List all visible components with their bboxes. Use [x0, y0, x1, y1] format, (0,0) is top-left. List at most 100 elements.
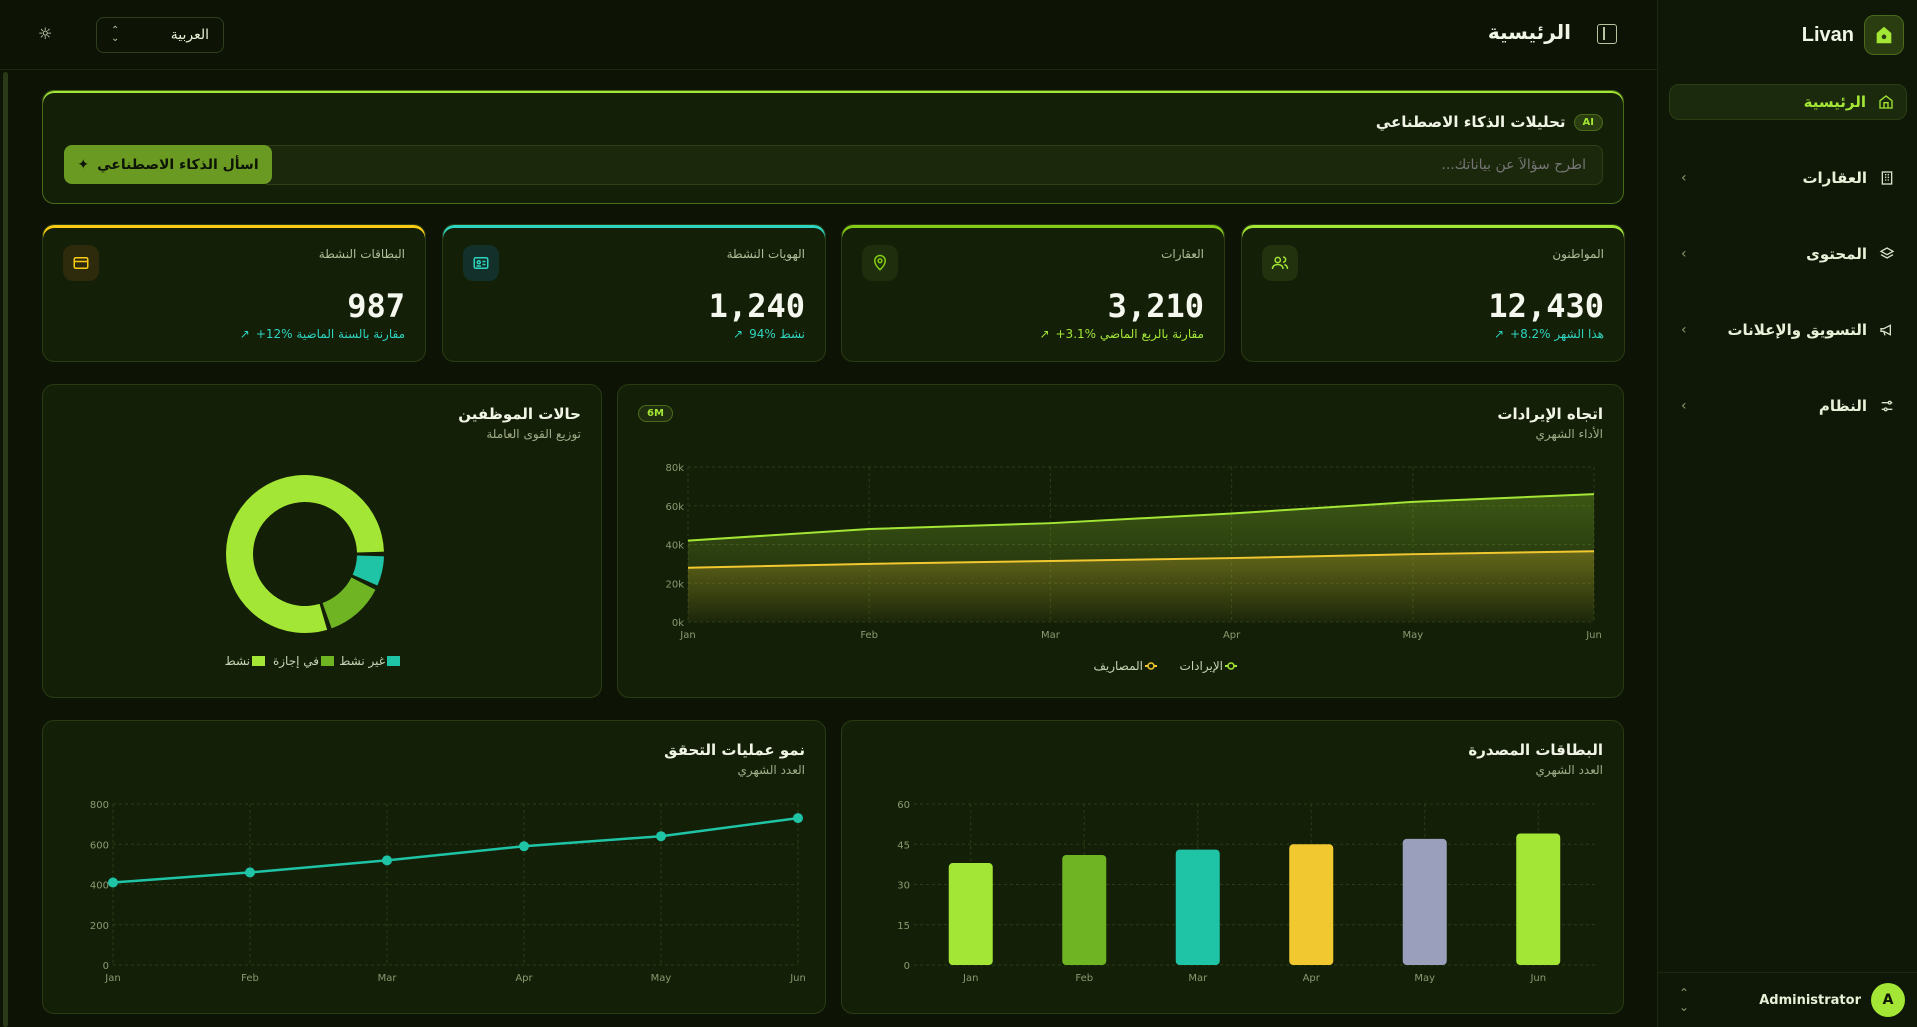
ai-question-input[interactable]	[261, 145, 1603, 185]
chevron-updown-icon: ⌃ ⌄	[1679, 986, 1690, 1014]
revenue-ytick: 40k	[665, 541, 684, 552]
page-title: الرئيسية	[1487, 20, 1571, 44]
cards-xtick: Feb	[1075, 973, 1093, 984]
sidebar-item-label: التسويق والإعلانات	[1727, 321, 1867, 339]
verif-xtick: Mar	[378, 973, 398, 984]
revenue-line-1	[687, 550, 1595, 569]
verifications-line-chart: 0 200 400 600 800 Jan Feb Mar Apr May Jun	[90, 800, 806, 984]
period-badge[interactable]: 6M	[638, 405, 673, 422]
map-pin-icon	[862, 245, 898, 281]
sidebar-item-properties[interactable]: العقارات ‹	[1669, 160, 1907, 196]
revenue-xtick: Jun	[1585, 630, 1602, 641]
sidebar-nav: الرئيسية العقارات ‹ المحتوى ‹ التسويق وا…	[1669, 84, 1907, 464]
building-icon	[1881, 171, 1893, 185]
cards-ytick: 45	[897, 840, 910, 851]
sidebar-item-label: النظام	[1818, 397, 1867, 415]
kpi-card-properties: العقارات 3,210 +3.1% مقارنة بالربع الماض…	[841, 224, 1225, 362]
legend-label: نشط	[225, 654, 250, 668]
legend-swatch	[387, 656, 400, 666]
chevron-updown-icon: ⌃ ⌄	[111, 25, 120, 44]
legend-label: غير نشط	[339, 654, 385, 669]
verif-point	[108, 877, 118, 888]
chevron-left-icon: ‹	[1681, 170, 1687, 186]
verif-xtick: Feb	[241, 973, 259, 984]
verif-point	[245, 867, 255, 878]
avatar: A	[1871, 983, 1905, 1017]
chart-title: البطاقات المصدرة	[1468, 741, 1603, 759]
sidebar: Livan الرئيسية العقارات ‹ المحتوى ‹ التس…	[1657, 0, 1917, 1027]
chart-title: حالات الموظفين	[458, 405, 581, 423]
revenue-xtick: Jan	[679, 630, 695, 641]
kpi-card-identities: الهويات النشطة 1,240 94% نشط ↗	[442, 224, 826, 362]
sidebar-toggle-icon[interactable]	[1597, 24, 1617, 44]
legend-label: في إجازة	[273, 654, 319, 669]
top-header: الرئيسية ⌃ ⌄ العربية ☼	[0, 0, 1657, 70]
kpi-value: 12,430	[1488, 287, 1604, 325]
sidebar-item-home[interactable]: الرئيسية	[1669, 84, 1907, 120]
chevron-left-icon: ‹	[1681, 322, 1687, 338]
chart-subtitle: العدد الشهري	[737, 763, 805, 777]
layers-icon	[1879, 247, 1895, 259]
cards-xtick: Jan	[962, 973, 978, 984]
legend-swatch	[321, 656, 334, 666]
sparkles-icon: ✦	[77, 156, 90, 173]
ask-ai-button[interactable]: اسأل الذكاء الاصطناعي ✦	[64, 145, 272, 184]
sun-icon[interactable]: ☼	[38, 24, 53, 43]
arrow-up-right-icon: ↗	[1493, 327, 1505, 341]
sidebar-item-label: المحتوى	[1806, 245, 1867, 263]
language-value: العربية	[170, 27, 209, 43]
kpi-delta-text: +3.1% مقارنة بالربع الماضي	[1055, 327, 1205, 341]
verif-xtick: Apr	[515, 973, 533, 984]
sidebar-item-system[interactable]: النظام ‹	[1669, 388, 1907, 424]
cards-xtick: Apr	[1303, 973, 1321, 984]
cards-bar	[1175, 849, 1220, 965]
revenue-xtick: Mar	[1041, 630, 1061, 641]
sidebar-item-label: الرئيسية	[1803, 93, 1866, 111]
cards-ytick: 15	[897, 921, 910, 932]
kpi-value: 3,210	[1107, 287, 1204, 325]
kpi-label: البطاقات النشطة	[318, 247, 405, 261]
staff-chart-panel: حالات الموظفين توزيع القوى العاملة نشط في…	[42, 384, 602, 698]
chart-subtitle: توزيع القوى العاملة	[486, 427, 581, 441]
staff-donut-chart: نشط في إجازة غير نشط	[225, 475, 400, 669]
ai-analytics-panel: AI تحليلات الذكاء الاصطناعي اسأل الذكاء …	[42, 90, 1624, 204]
kpi-label: الهويات النشطة	[726, 247, 805, 261]
revenue-xtick: Feb	[860, 630, 878, 641]
user-menu[interactable]: A Administrator ⌃ ⌄	[1657, 972, 1917, 1027]
brand[interactable]: Livan	[1802, 15, 1904, 55]
kpi-delta-text: 94% نشط	[749, 327, 805, 341]
verif-ytick: 600	[90, 840, 109, 851]
arrow-up-right-icon: ↗	[733, 327, 744, 341]
kpi-value: 1,240	[708, 287, 805, 325]
megaphone-icon	[1880, 324, 1891, 336]
ai-title: تحليلات الذكاء الاصطناعي	[1375, 113, 1566, 131]
cards-xtick: Mar	[1188, 973, 1208, 984]
revenue-xtick: May	[1402, 630, 1423, 641]
verif-point	[793, 813, 803, 824]
verif-point	[656, 831, 666, 842]
chart-title: اتجاه الإيرادات	[1497, 405, 1603, 423]
legend-marker	[1147, 662, 1155, 670]
verif-ytick: 200	[90, 921, 109, 932]
ai-badge: AI	[1573, 113, 1603, 131]
kpi-delta-text: +12% مقارنة بالسنة الماضية	[255, 327, 405, 341]
scrollbar[interactable]	[3, 72, 8, 1027]
verif-line	[112, 816, 799, 884]
chevron-left-icon: ‹	[1681, 398, 1687, 414]
home-icon	[1879, 95, 1893, 109]
revenue-ytick: 60k	[665, 502, 684, 513]
revenue-ytick: 0k	[672, 618, 684, 629]
verif-xtick: Jun	[789, 973, 806, 984]
verif-xtick: May	[651, 973, 672, 984]
language-select[interactable]: ⌃ ⌄ العربية	[96, 17, 224, 53]
cards-ytick: 60	[897, 800, 910, 811]
kpi-delta-text: +8.2% هذا الشهر	[1510, 327, 1604, 341]
cards-ytick: 0	[904, 961, 910, 972]
cards-bar	[1289, 844, 1334, 965]
sidebar-item-marketing[interactable]: التسويق والإعلانات ‹	[1669, 312, 1907, 348]
kpi-card-citizens: المواطنون 12,430 +8.2% هذا الشهر ↗	[1241, 224, 1625, 362]
kpi-label: المواطنون	[1552, 247, 1604, 261]
donut-slice	[226, 475, 384, 633]
donut-slice	[352, 555, 384, 586]
sidebar-item-content[interactable]: المحتوى ‹	[1669, 236, 1907, 272]
